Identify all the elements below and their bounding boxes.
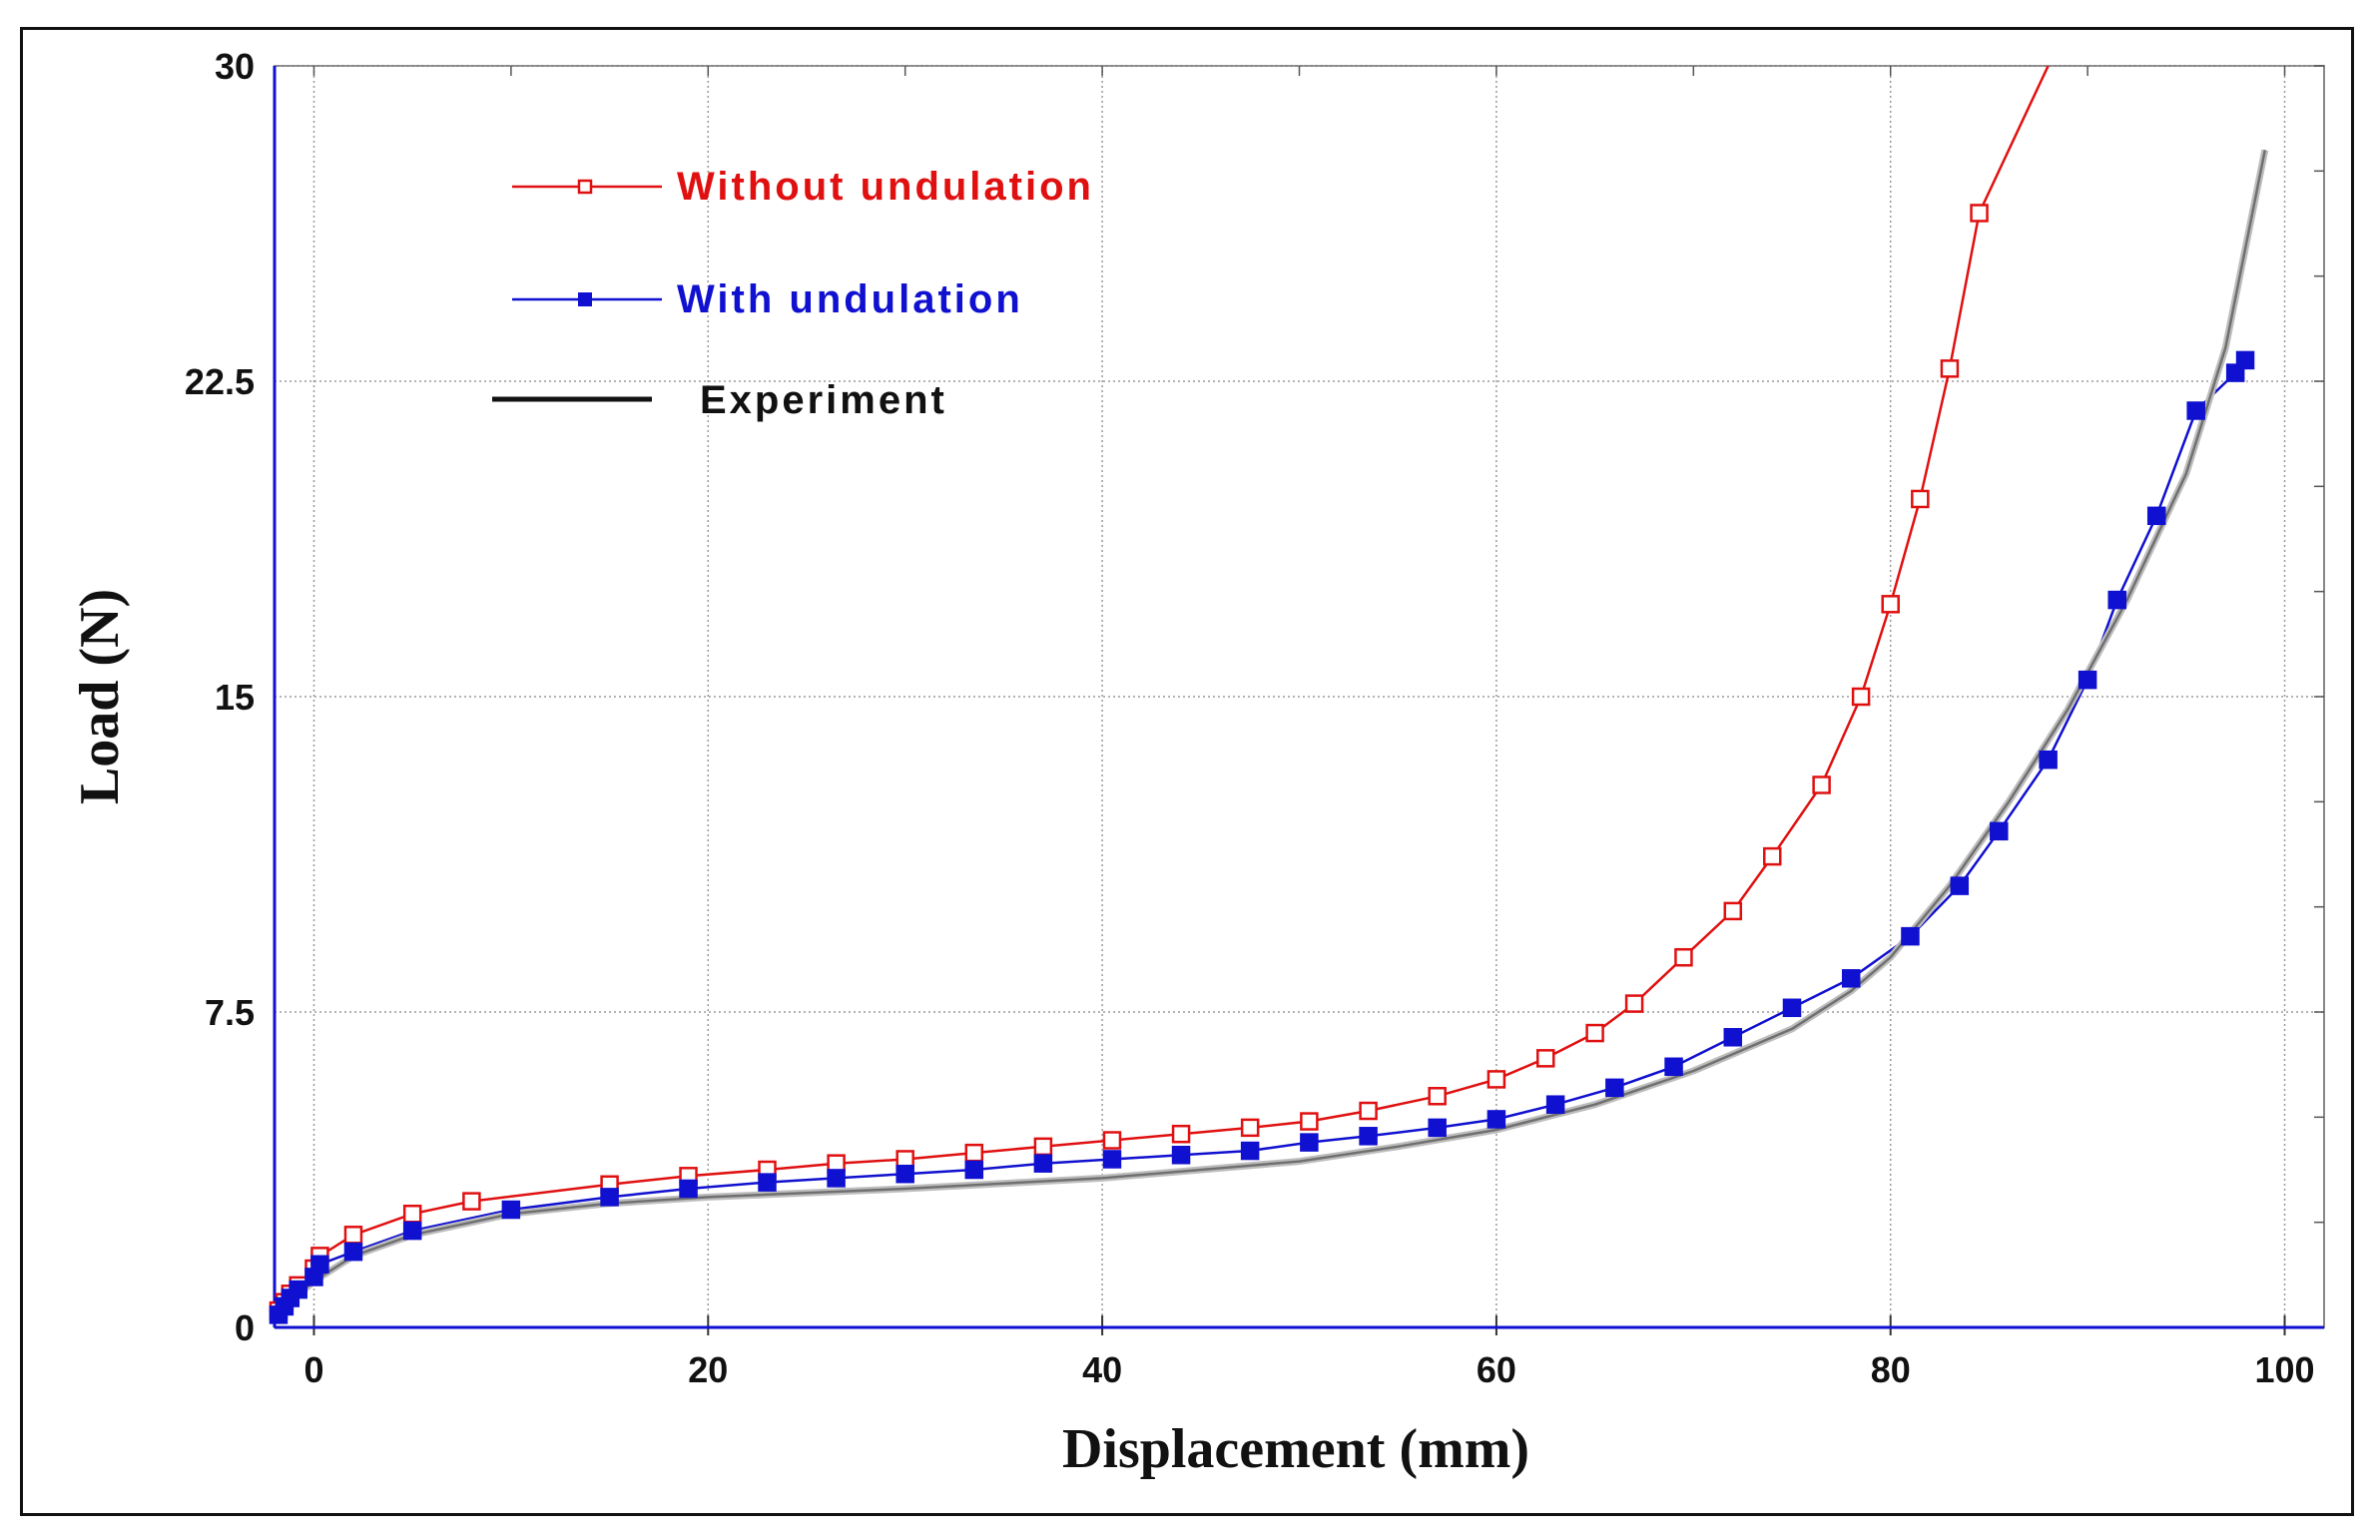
data-point-with-undulation (2235, 350, 2255, 370)
data-point-with-undulation (1782, 998, 1802, 1018)
data-point-without-undulation (1881, 595, 1900, 614)
legend-label-experiment: Experiment (700, 378, 947, 422)
data-point-with-undulation (1487, 1110, 1506, 1129)
data-point-without-undulation (1723, 901, 1743, 921)
data-point-without-undulation (1487, 1070, 1506, 1089)
data-point-with-undulation (2146, 506, 2166, 526)
series-line-experiment (277, 150, 2267, 1320)
data-point-without-undulation (964, 1143, 984, 1163)
data-point-with-undulation (1605, 1078, 1624, 1098)
data-point-with-undulation (1723, 1028, 1743, 1047)
y-tick-label: 0 (235, 1307, 255, 1348)
data-point-with-undulation (1102, 1150, 1122, 1169)
series-line-without-undulation (277, 65, 2050, 1311)
y-tick-label: 30 (215, 46, 255, 87)
data-point-with-undulation (1901, 926, 1920, 946)
legend-label-without-undulation: Without undulation (677, 165, 1094, 209)
series-halo-experiment (276, 149, 2269, 1321)
data-point-without-undulation (1240, 1118, 1260, 1138)
data-point-without-undulation (462, 1192, 481, 1211)
legend: Without undulation With undulation Exper… (492, 165, 1094, 422)
data-point-without-undulation (1536, 1049, 1555, 1068)
x-tick-label: 80 (1871, 1349, 1911, 1390)
data-point-with-undulation (679, 1179, 698, 1199)
data-point-without-undulation (1428, 1087, 1447, 1106)
data-point-without-undulation (1359, 1101, 1378, 1121)
x-tick-label: 60 (1477, 1349, 1516, 1390)
tick-labels: 0 20 40 60 80 100 0 7.5 15 22.5 30 (185, 46, 2315, 1390)
legend-marker-with-undulation (578, 292, 592, 306)
data-point-with-undulation (827, 1169, 846, 1188)
y-tick-label: 22.5 (185, 361, 255, 402)
x-tick-label: 40 (1082, 1349, 1122, 1390)
data-point-with-undulation (1950, 876, 1970, 895)
chart-frame: 0 20 40 60 80 100 0 7.5 15 22.5 30 Without undulat… (20, 27, 2354, 1516)
data-point-with-undulation (1033, 1154, 1053, 1173)
data-point-with-undulation (1171, 1146, 1191, 1165)
data-point-without-undulation (1300, 1112, 1319, 1131)
data-point-with-undulation (1300, 1133, 1319, 1152)
grid-lines (275, 65, 2324, 1335)
data-point-with-undulation (310, 1255, 329, 1275)
data-point-with-undulation (2107, 590, 2126, 610)
data-point-without-undulation (1171, 1124, 1191, 1144)
data-point-without-undulation (1585, 1023, 1604, 1043)
data-point-with-undulation (964, 1160, 984, 1180)
data-point-without-undulation (1812, 775, 1831, 794)
data-point-with-undulation (343, 1242, 363, 1262)
series-line-with-undulation (277, 359, 2246, 1316)
data-point-with-undulation (1841, 969, 1861, 988)
data-point-with-undulation (402, 1221, 422, 1241)
data-point-without-undulation (1624, 994, 1644, 1013)
data-point-with-undulation (758, 1173, 777, 1192)
legend-marker-without-undulation (577, 179, 593, 195)
data-point-with-undulation (2078, 670, 2097, 690)
data-point-without-undulation (1674, 947, 1693, 967)
data-point-without-undulation (1763, 846, 1782, 866)
data-point-without-undulation (1033, 1137, 1053, 1157)
minor-ticks (312, 65, 2324, 1328)
data-point-with-undulation (501, 1200, 521, 1220)
data-point-with-undulation (2186, 401, 2205, 420)
y-axis-title: Load (N) (69, 589, 131, 804)
data-point-with-undulation (600, 1188, 619, 1207)
data-point-without-undulation (343, 1226, 363, 1245)
data-point-without-undulation (1940, 359, 1960, 378)
data-point-with-undulation (2039, 750, 2058, 770)
x-tick-label: 100 (2254, 1349, 2314, 1390)
axes (273, 66, 2324, 1329)
data-point-with-undulation (1664, 1057, 1683, 1077)
load-displacement-chart: 0 20 40 60 80 100 0 7.5 15 22.5 30 Without undulat… (69, 46, 2325, 1480)
data-point-with-undulation (1990, 821, 2009, 841)
y-tick-label: 7.5 (205, 992, 255, 1033)
data-point-without-undulation (402, 1204, 422, 1224)
data-point-without-undulation (1102, 1131, 1122, 1150)
data-point-without-undulation (1851, 687, 1871, 707)
legend-label-with-undulation: With undulation (677, 277, 1023, 321)
data-point-with-undulation (1428, 1118, 1447, 1138)
data-point-with-undulation (289, 1280, 307, 1299)
x-tick-label: 0 (303, 1349, 323, 1390)
series-layer (269, 65, 2269, 1324)
data-point-with-undulation (1545, 1095, 1565, 1114)
data-point-without-undulation (1970, 204, 1989, 223)
data-point-with-undulation (1240, 1141, 1260, 1161)
data-point-with-undulation (895, 1164, 914, 1184)
data-point-with-undulation (1359, 1127, 1378, 1146)
x-tick-label: 20 (688, 1349, 728, 1390)
x-axis-title: Displacement (mm) (1062, 1418, 1529, 1480)
data-point-without-undulation (1911, 489, 1930, 509)
y-tick-label: 15 (215, 677, 255, 718)
